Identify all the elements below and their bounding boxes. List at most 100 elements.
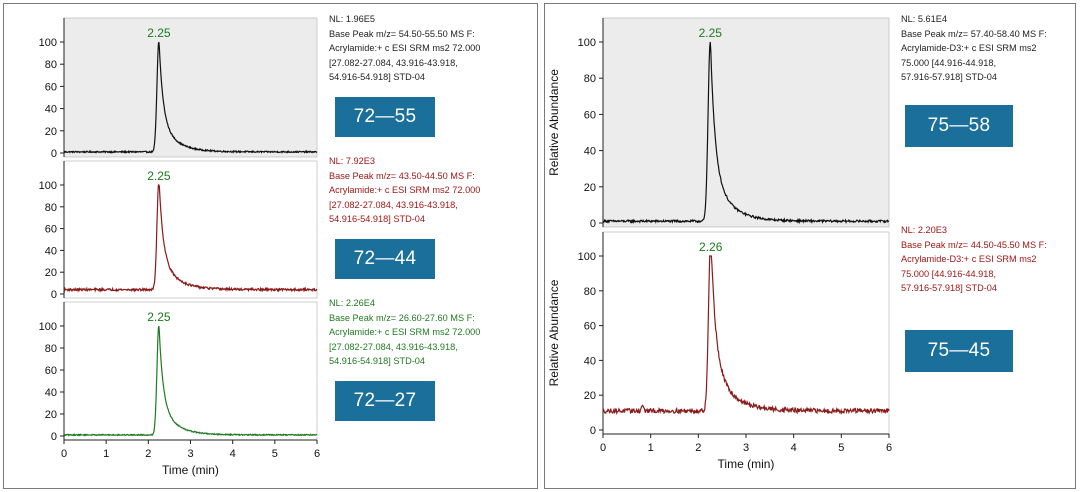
x-tick-label: 2: [695, 442, 701, 454]
x-tick-label: 3: [743, 442, 749, 454]
x-tick-label: 6: [314, 448, 320, 460]
y-tick-label: 20: [45, 267, 57, 279]
x-tick-label: 4: [791, 442, 797, 454]
right-chromatogram-panel: 0 20 40 60 80 100 2.25 0 20 40 60 80 100 2.26 0 1 2 3 4 5 6 T…: [544, 3, 1076, 489]
x-tick-label: 0: [600, 442, 606, 454]
y-tick-label: 60: [584, 109, 596, 121]
x-axis-title: Time (min): [162, 463, 219, 477]
transition-badge: 72—55: [335, 97, 435, 137]
x-tick-label: 2: [145, 448, 151, 460]
y-tick-label: 60: [45, 365, 57, 377]
y-tick-label: 80: [584, 73, 596, 85]
y-tick-label: 80: [45, 202, 57, 214]
y-tick-label: 0: [51, 431, 57, 443]
x-tick-label: 1: [648, 442, 654, 454]
scan-info-text: NL: 2.20E3 Base Peak m/z= 44.50-45.50 MS …: [901, 223, 1047, 296]
x-tick-label: 5: [272, 448, 278, 460]
peak-retention-label: 2.25: [699, 26, 723, 40]
y-tick-label: 0: [51, 148, 57, 160]
y-tick-label: 60: [584, 321, 596, 333]
y-tick-label: 80: [45, 59, 57, 71]
scan-info-line: 75.000 [44.916-44.918,: [901, 268, 997, 279]
chromatogram-plot-right-2: 0 20 40 60 80 100 2.26: [578, 231, 890, 437]
y-tick-label: 40: [584, 355, 596, 367]
y-tick-label: 100: [39, 37, 57, 49]
scan-info-line: Acrylamide:+ c ESI SRM ms2 72.000: [329, 327, 481, 338]
chromatogram-trace: [63, 325, 318, 437]
peak-retention-label: 2.26: [699, 240, 723, 254]
scan-info-line: NL: 7.92E3: [329, 156, 375, 166]
transition-badge: 72—27: [335, 381, 435, 421]
y-tick-label: 40: [584, 146, 596, 158]
chromatogram-trace: [63, 41, 318, 154]
x-tick-label: 3: [187, 448, 193, 460]
scan-info-text: NL: 5.61E4 Base Peak m/z= 57.40-58.40 MS …: [901, 12, 1047, 85]
left-chart-svg: 0204060801002.250204060801002.2502040608…: [39, 17, 320, 477]
x-tick-label: 1: [103, 448, 109, 460]
x-tick-label: 0: [61, 448, 67, 460]
scan-info-line: Base Peak m/z= 43.50-44.50 MS F:: [329, 170, 475, 181]
peak-retention-label: 2.25: [147, 310, 171, 324]
transition-badge: 72—44: [335, 239, 435, 279]
scan-info-line: Acrylamide-D3:+ c ESI SRM ms2: [901, 43, 1037, 54]
y-tick-label: 20: [584, 390, 596, 402]
transition-badge: 75—45: [905, 330, 1013, 372]
scan-info-line: 54.916-54.918] STD-04: [329, 72, 426, 83]
y-tick-label: 100: [578, 251, 596, 263]
chromatogram-plot-left-2: 0 20 40 60 80 100 2.25: [39, 160, 318, 301]
scan-info-text: NL: 1.96E5 Base Peak m/z= 54.50-55.50 MS …: [329, 12, 480, 85]
chromatogram-trace: [602, 255, 890, 416]
chromatogram-trace: [602, 41, 890, 225]
peak-retention-label: 2.25: [147, 26, 171, 40]
scan-info-line: Base Peak m/z= 44.50-45.50 MS F:: [901, 239, 1047, 250]
x-tick-label: 5: [838, 442, 844, 454]
y-tick-label: 20: [584, 182, 596, 194]
y-tick-label: 60: [45, 224, 57, 236]
left-chromatogram-panel: 0 20 40 60 80 100 2.25 0 20 40 60 80 100 2.25 0 20 40 60 8…: [3, 3, 538, 489]
scan-info-line: 54.916-54.918] STD-04: [329, 356, 426, 367]
scan-info-line: Acrylamide-D3:+ c ESI SRM ms2: [901, 254, 1037, 265]
plot-area: [63, 160, 318, 299]
scan-info-text: NL: 7.92E3 Base Peak m/z= 43.50-44.50 MS …: [329, 154, 480, 227]
scan-info-line: [27.082-27.084, 43.916-43.918,: [329, 199, 458, 210]
y-tick-label: 40: [45, 104, 57, 116]
scan-info-line: [27.082-27.084, 43.916-43.918,: [329, 57, 458, 68]
y-tick-label: 100: [39, 180, 57, 192]
scan-info-line: Base Peak m/z= 26.60-27.60 MS F:: [329, 312, 475, 323]
y-tick-label: 20: [45, 126, 57, 138]
y-tick-label: 100: [578, 37, 596, 49]
y-tick-label: 80: [584, 286, 596, 298]
scan-info-line: 75.000 [44.916-44.918,: [901, 57, 997, 68]
plot-area: [602, 17, 890, 228]
scan-info-text: NL: 2.26E4 Base Peak m/z= 26.60-27.60 MS …: [329, 296, 480, 369]
scan-info-line: NL: 2.26E4: [329, 298, 375, 308]
plot-area: [63, 17, 318, 158]
y-tick-label: 40: [45, 387, 57, 399]
y-tick-label: 20: [45, 409, 57, 421]
y-tick-label: 60: [45, 81, 57, 93]
y-axis-title: Relative Abundance: [547, 279, 561, 386]
y-tick-label: 0: [590, 425, 596, 437]
y-tick-label: 0: [590, 218, 596, 230]
x-tick-label: 4: [230, 448, 236, 460]
chromatogram-trace: [63, 184, 318, 293]
scan-info-line: NL: 2.20E3: [901, 225, 947, 235]
chromatogram-plot-right-1: 0 20 40 60 80 100 2.25: [578, 17, 890, 230]
scan-info-line: NL: 5.61E4: [901, 14, 947, 24]
scan-info-line: NL: 1.96E5: [329, 14, 375, 24]
y-tick-label: 40: [45, 245, 57, 257]
scan-info-line: [27.082-27.084, 43.916-43.918,: [329, 341, 458, 352]
y-axis-title: Relative Abundance: [547, 69, 561, 176]
chromatogram-plot-left-3: 0 20 40 60 80 100 2.25: [39, 301, 318, 443]
scan-info-line: Base Peak m/z= 54.50-55.50 MS F:: [329, 28, 475, 39]
peak-retention-label: 2.25: [147, 169, 171, 183]
scan-info-line: 57.916-57.918] STD-04: [901, 283, 998, 294]
plot-area: [63, 301, 318, 441]
scan-info-line: 54.916-54.918] STD-04: [329, 214, 426, 225]
chromatogram-plot-left-1: 0 20 40 60 80 100 2.25: [39, 17, 318, 160]
x-axis-title: Time (min): [718, 457, 775, 471]
scan-info-line: 57.916-57.918] STD-04: [901, 72, 998, 83]
y-tick-label: 100: [39, 321, 57, 333]
transition-badge: 75—58: [905, 105, 1013, 147]
plot-area: [602, 231, 890, 435]
